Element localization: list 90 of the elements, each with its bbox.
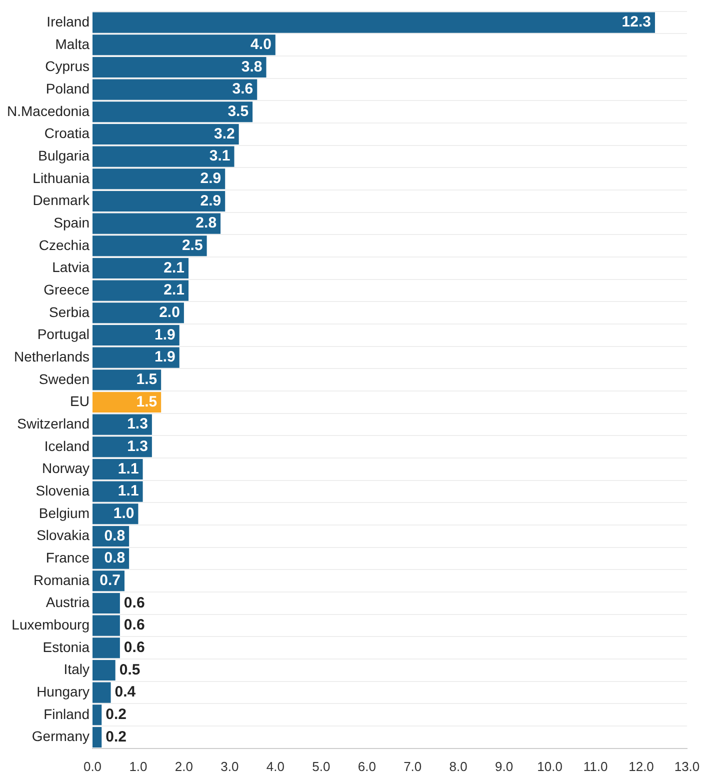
y-tick-label: France <box>46 549 90 566</box>
data-label: 4.0 <box>250 36 272 54</box>
data-label: 1.1 <box>118 460 139 478</box>
x-tick-label: 3.0 <box>220 758 239 774</box>
y-tick-label: Cyprus <box>45 58 90 74</box>
y-tick-label: Belgium <box>38 504 90 521</box>
data-label: 3.6 <box>232 80 254 98</box>
y-tick-label: Portugal <box>37 326 90 342</box>
data-label: 1.0 <box>113 505 134 522</box>
y-tick-label: Luxembourg <box>12 616 90 632</box>
data-label: 0.4 <box>114 684 136 701</box>
x-tick-label: 13.0 <box>674 758 700 774</box>
y-tick-label: Ireland <box>46 13 90 30</box>
y-tick-label: Croatia <box>44 125 90 142</box>
x-tick-label: 11.0 <box>583 758 608 774</box>
y-tick-label: Serbia <box>49 304 90 320</box>
bar <box>92 660 116 681</box>
x-tick-label: 12.0 <box>628 758 654 774</box>
bar <box>92 56 266 78</box>
data-label: 0.6 <box>124 594 145 612</box>
bar <box>92 190 226 212</box>
data-label: 0.2 <box>106 706 126 724</box>
data-label: 1.3 <box>127 416 148 433</box>
data-label: 0.8 <box>104 527 126 544</box>
x-tick-label: 8.0 <box>449 758 468 774</box>
y-tick-label: Bulgaria <box>38 147 90 164</box>
data-label: 0.6 <box>124 639 145 656</box>
x-tick-label: 0.0 <box>83 758 102 774</box>
y-tick-label: Romania <box>33 572 90 588</box>
x-tick-label: 1.0 <box>129 758 148 774</box>
y-tick-label: EU <box>70 393 90 410</box>
data-label: 3.8 <box>241 58 262 76</box>
y-tick-label: Czechia <box>38 236 90 253</box>
bar <box>92 258 189 279</box>
y-tick-label: Sweden <box>38 370 90 387</box>
data-label: 0.2 <box>106 728 126 746</box>
y-tick-label: N.Macedonia <box>6 102 90 119</box>
x-tick-label: 6.0 <box>358 758 376 774</box>
data-label: 1.9 <box>154 348 176 366</box>
data-label: 3.1 <box>209 148 230 165</box>
y-tick-label: Slovakia <box>36 527 90 544</box>
data-label: 2.9 <box>200 192 222 210</box>
bar <box>92 726 102 748</box>
data-label: 0.7 <box>100 572 120 590</box>
bar <box>92 592 120 614</box>
y-tick-label: Austria <box>46 594 90 610</box>
data-label: 2.5 <box>182 237 203 254</box>
data-label: 2.0 <box>159 304 180 322</box>
y-tick-label: Poland <box>46 80 90 96</box>
y-tick-label: Germany <box>32 728 90 744</box>
x-tick-label: 10.0 <box>537 758 562 774</box>
data-label: 2.1 <box>164 282 185 299</box>
y-tick-label: Malta <box>55 36 90 52</box>
y-tick-label: Slovenia <box>36 482 90 498</box>
data-label: 3.5 <box>228 103 249 120</box>
bar <box>92 392 162 413</box>
bar <box>92 324 180 346</box>
data-label: 0.5 <box>119 661 140 678</box>
y-tick-label: Lithuania <box>32 170 90 186</box>
data-label: 1.5 <box>136 393 158 410</box>
x-tick-label: 2.0 <box>174 758 193 774</box>
y-tick-label: Italy <box>64 661 90 678</box>
x-tick-label: 5.0 <box>312 758 330 774</box>
data-label: 1.5 <box>136 371 158 388</box>
y-tick-label: Spain <box>54 214 90 230</box>
y-tick-label: Greece <box>44 281 90 298</box>
data-label: 12.3 <box>622 14 651 31</box>
bar <box>92 124 239 145</box>
data-label: 1.9 <box>154 326 176 344</box>
x-tick-label: 4.0 <box>266 758 284 774</box>
y-tick-label: Latvia <box>52 259 90 276</box>
data-label: 3.2 <box>214 125 235 142</box>
data-label: 0.6 <box>124 616 145 634</box>
y-tick-label: Denmark <box>32 192 90 208</box>
y-tick-label: Hungary <box>36 683 90 700</box>
y-tick-label: Finland <box>44 706 90 722</box>
data-label: 0.8 <box>104 550 126 567</box>
y-tick-label: Norway <box>42 460 90 476</box>
y-tick-label: Switzerland <box>17 415 90 432</box>
data-label: 2.8 <box>196 214 217 232</box>
y-tick-label: Netherlands <box>14 348 90 364</box>
data-label: 1.3 <box>127 438 148 456</box>
bar <box>92 458 143 480</box>
x-tick-label: 9.0 <box>495 758 514 774</box>
y-tick-label: Estonia <box>42 638 90 655</box>
data-label: 1.1 <box>118 482 139 500</box>
data-label: 2.1 <box>164 259 185 276</box>
x-tick-label: 7.0 <box>404 758 422 774</box>
data-label: 2.9 <box>200 170 222 188</box>
y-tick-label: Iceland <box>44 438 90 454</box>
